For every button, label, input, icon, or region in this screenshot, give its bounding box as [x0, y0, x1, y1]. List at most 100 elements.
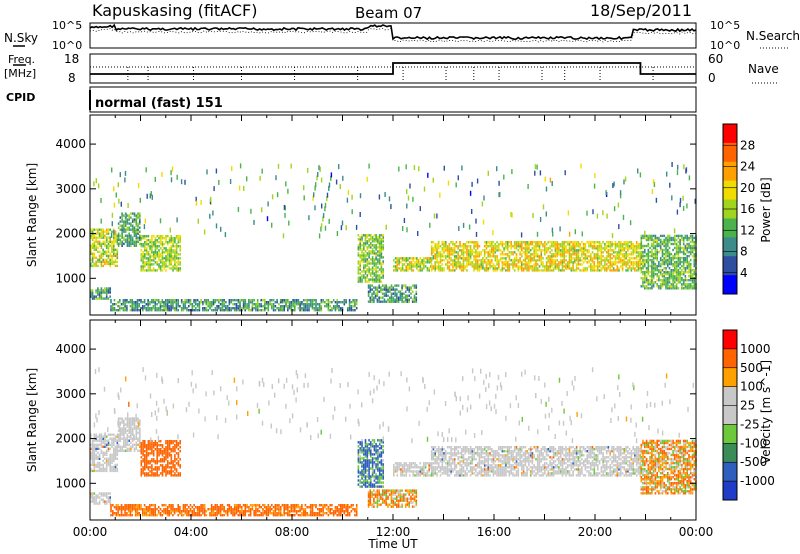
heat-cell	[659, 242, 662, 246]
heat-cell	[661, 254, 664, 258]
heat-cell	[147, 460, 150, 463]
heat-cell	[665, 260, 667, 264]
heat-cell	[448, 249, 451, 252]
heat-cell	[616, 265, 619, 268]
heat-cell-scatter	[542, 204, 545, 210]
heat-cell	[475, 251, 477, 254]
heat-cell	[654, 256, 657, 260]
heat-cell	[138, 309, 141, 312]
heat-cell	[401, 263, 404, 266]
heat-cell	[600, 263, 603, 266]
heat-cell	[167, 241, 169, 244]
heat-cell	[128, 427, 130, 430]
heat-cell-scatter	[239, 163, 242, 169]
heat-cell	[623, 261, 626, 264]
heat-cell-scatter	[351, 209, 353, 215]
heat-cell	[595, 241, 597, 244]
heat-cell	[595, 247, 597, 250]
heat-cell	[476, 253, 479, 256]
heat-cell	[149, 265, 151, 268]
heat-cell-scatter	[330, 175, 332, 181]
heat-cell	[401, 294, 403, 297]
heat-cell	[158, 460, 160, 463]
heat-cell	[521, 253, 523, 256]
heat-cell	[157, 506, 160, 509]
heat-cell	[501, 251, 504, 254]
heat-cell	[437, 243, 440, 246]
heat-cell-scatter	[238, 185, 241, 191]
heat-cell	[370, 274, 372, 277]
heat-cell	[109, 252, 111, 255]
heat-cell	[130, 244, 132, 247]
heat-cell	[147, 263, 150, 266]
heat-cell	[618, 261, 620, 264]
heat-cell	[145, 464, 148, 467]
heat-cell	[151, 460, 153, 463]
heat-cell	[111, 469, 113, 473]
heat-cell	[642, 256, 644, 260]
heat-cell	[105, 457, 108, 460]
heat-cell	[120, 506, 123, 509]
heat-cell	[142, 307, 144, 310]
heat-cell	[563, 265, 565, 268]
heat-cell	[102, 441, 104, 444]
heat-cell	[410, 292, 412, 295]
heat-cell	[545, 243, 548, 246]
heat-cell	[536, 267, 539, 270]
heat-cell	[170, 305, 172, 308]
heat-cell	[554, 247, 557, 250]
heat-cell	[175, 444, 178, 447]
heat-cell	[143, 514, 146, 517]
heat-cell	[366, 242, 369, 245]
heat-cell	[373, 280, 376, 283]
heat-cell	[376, 300, 379, 303]
heat-cell	[163, 263, 166, 266]
heat-cell	[378, 300, 380, 303]
heat-cell	[119, 439, 122, 442]
heat-cell	[112, 307, 114, 310]
heat-cell	[370, 252, 372, 255]
heat-cell	[128, 238, 130, 241]
heat-cell	[466, 265, 468, 268]
heat-cell	[364, 240, 367, 243]
heat-cell	[398, 257, 400, 260]
heat-cell	[104, 260, 106, 264]
heat-cell	[121, 445, 123, 448]
heat-cell	[127, 514, 130, 517]
heat-cell	[686, 264, 688, 268]
nave-label: Nave	[748, 62, 779, 76]
heat-cell	[677, 264, 680, 268]
heat-cell	[637, 253, 640, 256]
heat-cell	[230, 309, 232, 312]
heat-cell	[145, 454, 148, 457]
heat-cell	[151, 259, 153, 262]
heat-cell	[123, 236, 125, 239]
heat-cell	[142, 510, 144, 513]
heat-cell	[179, 249, 181, 252]
heat-cell	[476, 241, 479, 244]
heat-cell	[168, 446, 171, 449]
heat-cell	[501, 241, 504, 244]
heat-cell	[170, 508, 172, 511]
heat-cell	[462, 265, 465, 268]
heat-cell	[499, 259, 502, 262]
heat-cell	[126, 449, 129, 452]
heat-cell	[116, 463, 119, 467]
heat-cell	[119, 447, 122, 450]
heat-cell	[272, 303, 275, 306]
heat-cell	[577, 255, 580, 258]
heat-cell	[522, 269, 525, 272]
heat-cell	[531, 241, 534, 244]
heat-cell	[165, 265, 167, 268]
heat-cell	[107, 449, 110, 452]
heat-cell	[156, 444, 158, 447]
heat-cell	[170, 301, 172, 304]
heat-cell	[397, 290, 400, 293]
heat-cell-scatter	[335, 179, 338, 185]
heat-cell	[367, 286, 370, 289]
heat-cell	[682, 256, 685, 260]
heat-cell	[149, 442, 151, 445]
heat-cell	[149, 267, 151, 270]
heat-cell	[100, 254, 103, 258]
heat-cell	[473, 251, 475, 254]
